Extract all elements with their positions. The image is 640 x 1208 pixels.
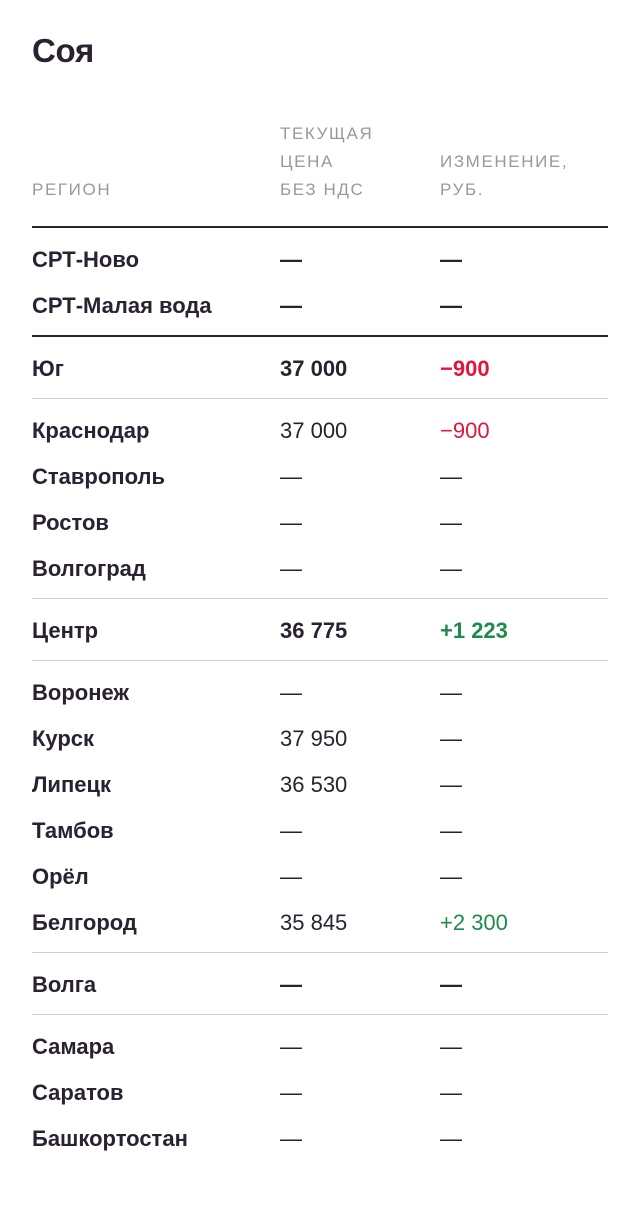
change-cell: — [440,1126,462,1151]
table-row: Самара — — [32,1024,608,1070]
group-row: Волга — — [32,962,608,1008]
price-cell: 36 530 [280,772,348,797]
region-section: Воронеж — — Курск 37 950— Липецк 36 530— Тамбов… [32,661,608,953]
header-price-line: БЕЗ НДС [280,180,365,199]
group-row: Юг 37 000 −900 [32,346,608,392]
table-body: СРТ-Ново — — СРТ-Малая вода — — Юг 37 000 −900 Кр… [32,228,608,1168]
change-cell: +1 223 [440,618,508,643]
group-row: Центр 36 775 +1 223 [32,608,608,654]
change-cell: — [440,818,462,843]
change-cell: — [440,864,462,889]
price-cell: 35 845 [280,910,348,935]
table-row: СРТ-Малая вода — — [32,283,608,329]
region-cell: Центр [32,618,99,643]
region-cell: Волгоград [32,556,146,581]
price-cell: — [280,1080,302,1105]
change-cell: — [440,556,462,581]
change-cell: — [440,510,462,535]
header-price-line: ТЕКУЩАЯ [280,124,374,143]
change-cell: — [440,464,462,489]
header-price: ТЕКУЩАЯ ЦЕНА БЕЗ НДС [280,120,373,204]
group-section: Юг 37 000 −900 [32,337,608,399]
change-cell: −900 [440,356,490,381]
table-row: Орёл — — [32,854,608,900]
header-price-line: ЦЕНА [280,152,334,171]
change-cell: — [440,1080,462,1105]
region-cell: Башкортостан [32,1126,188,1151]
header-change: ИЗМЕНЕНИЕ, РУБ. [440,148,568,204]
region-cell: Ростов [32,510,109,535]
header-change-line: РУБ. [440,180,485,199]
price-cell: — [280,464,302,489]
region-cell: Орёл [32,864,89,889]
region-section: Самара — — Саратов — — Башкортостан — — [32,1015,608,1168]
region-section: СРТ-Ново — — СРТ-Малая вода — — [32,228,608,337]
table-row: Тамбов — — [32,808,608,854]
group-section: Волга — — [32,953,608,1015]
region-cell: Волга [32,972,97,997]
table-row: Липецк 36 530 — [32,762,608,808]
table-row: Ростов — — [32,500,608,546]
region-cell: Тамбов [32,818,114,843]
change-cell: −900 [440,418,490,443]
region-cell: Саратов [32,1080,124,1105]
region-cell: Ставрополь [32,464,165,489]
region-cell: Юг [32,356,64,381]
table-row: Ставрополь — — [32,454,608,500]
header-region: РЕГИОН [32,180,112,199]
change-cell: — [440,293,462,318]
header-change-line: ИЗМЕНЕНИЕ, [440,152,569,171]
price-cell: — [280,864,302,889]
change-cell: — [440,247,462,272]
region-cell: Краснодар [32,418,150,443]
price-cell: 37 000 [280,356,348,381]
price-cell: 37 950 [280,726,348,751]
region-cell: Воронеж [32,680,130,705]
region-cell: Самара [32,1034,115,1059]
price-cell: — [280,818,302,843]
region-cell: Белгород [32,910,137,935]
table-row: Краснодар 37 000 −900 [32,408,608,454]
region-cell: Липецк [32,772,112,797]
table-row: Белгород 35 845 +2 300 [32,900,608,946]
table-row: СРТ-Ново — — [32,237,608,283]
price-cell: — [280,1126,302,1151]
table-row: Воронеж — — [32,670,608,716]
region-cell: СРТ-Ново [32,247,140,272]
change-cell: +2 300 [440,910,508,935]
change-cell: — [440,772,462,797]
change-cell: — [440,680,462,705]
price-cell: 37 000 [280,418,348,443]
table-row: Саратов — — [32,1070,608,1116]
table-header: РЕГИОН ТЕКУЩАЯ ЦЕНА БЕЗ НДС ИЗМЕНЕНИЕ, Р… [32,122,608,228]
group-section: Центр 36 775 +1 223 [32,599,608,661]
price-cell: — [280,510,302,535]
region-cell: Курск [32,726,95,751]
table-row: Башкортостан — — [32,1116,608,1162]
price-cell: — [280,247,302,272]
change-cell: — [440,972,462,997]
region-cell: СРТ-Малая вода [32,293,212,318]
price-cell: — [280,972,302,997]
price-cell: 36 775 [280,618,348,643]
price-cell: — [280,680,302,705]
table-row: Волгоград — — [32,546,608,592]
table-row: Курск 37 950 — [32,716,608,762]
price-cell: — [280,556,302,581]
region-section: Краснодар 37 000 −900 Ставрополь — — Ростов — — В… [32,399,608,599]
price-cell: — [280,1034,302,1059]
page-title: Соя [32,32,94,69]
change-cell: — [440,1034,462,1059]
price-cell: — [280,293,302,318]
change-cell: — [440,726,462,751]
